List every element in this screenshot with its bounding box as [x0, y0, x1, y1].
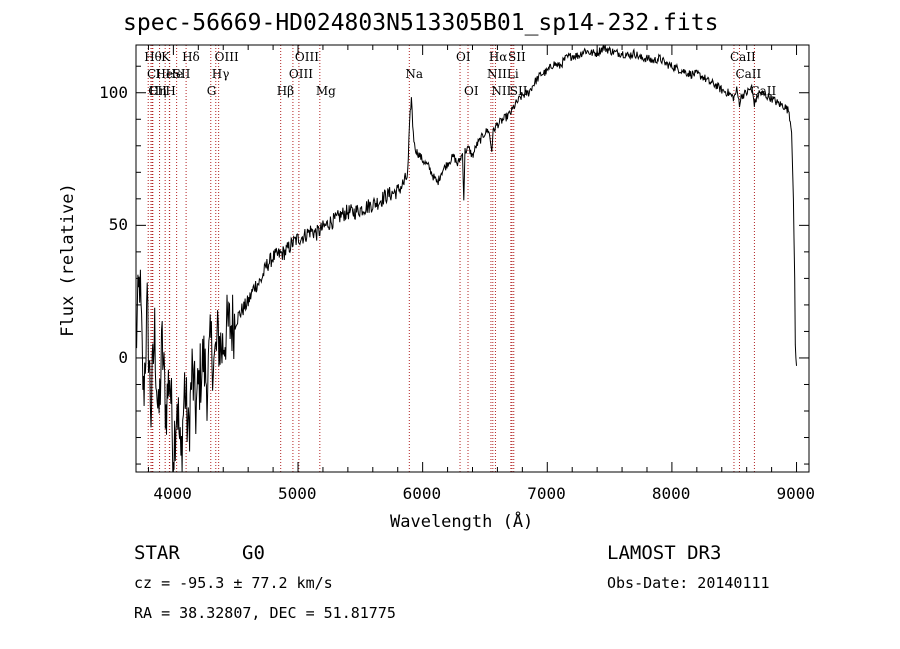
line-label: Hθ	[144, 50, 162, 64]
y-tick-label: 50	[108, 215, 128, 235]
line-label: Hγ	[211, 67, 230, 81]
line-label: He	[165, 67, 184, 81]
x-tick-label: 9000	[776, 484, 816, 503]
line-label: Hδ	[182, 50, 200, 64]
line-label: CI	[146, 67, 161, 81]
line-label: SII	[509, 84, 528, 98]
line-label: OIII	[294, 50, 319, 64]
y-tick-label: 100	[99, 82, 128, 102]
line-label: OI	[456, 50, 471, 64]
line-label: OI	[464, 84, 479, 98]
line-label: NII	[491, 84, 512, 98]
line-label: CaII	[729, 50, 756, 64]
x-tick-label: 8000	[651, 484, 691, 503]
emission-lines	[147, 45, 755, 472]
line-label: K	[161, 50, 171, 64]
line-label: Hα	[488, 50, 508, 64]
line-label: CaII	[735, 67, 762, 81]
plot-frame	[135, 44, 810, 473]
redshift-value: cz = -95.3 ± 77.2 km/s	[134, 574, 333, 592]
line-label: Mg	[315, 84, 336, 98]
line-label: CII	[148, 84, 167, 98]
object-class: STAR	[134, 542, 180, 564]
line-label: G	[206, 84, 217, 98]
x-tick-label: 6000	[402, 484, 442, 503]
x-tick-label: 7000	[527, 484, 566, 503]
y-tick-label: 0	[118, 347, 128, 367]
line-label: Hη	[148, 84, 167, 98]
line-label: OIII	[288, 67, 313, 81]
spectrum-plot	[135, 44, 797, 473]
line-label: NII	[486, 67, 507, 81]
y-axis-label: Flux (relative)	[58, 183, 78, 337]
line-label: CaII	[750, 84, 777, 98]
chart-title: spec-56669-HD024803N513305B01_sp14-232.f…	[123, 10, 719, 36]
line-label: OIII	[214, 50, 239, 64]
subclass: G0	[242, 542, 265, 564]
line-label: SII	[508, 50, 526, 64]
spectrum-line	[135, 44, 797, 473]
line-label: Hβ	[276, 84, 295, 98]
line-label: H	[165, 84, 176, 98]
observation-date: Obs-Date: 20140111	[607, 574, 770, 592]
coordinates: RA = 38.32807, DEC = 51.81775	[134, 604, 396, 622]
axis-ticks	[136, 45, 809, 472]
line-label: SII	[172, 67, 191, 81]
x-tick-label: 4000	[153, 484, 192, 503]
line-label: Na	[405, 67, 423, 81]
x-axis-label: Wavelength (Å)	[390, 512, 534, 532]
x-tick-label: 5000	[278, 484, 317, 503]
line-label: Li	[506, 67, 519, 81]
survey-name: LAMOST DR3	[607, 542, 722, 564]
line-label: He	[155, 67, 174, 81]
